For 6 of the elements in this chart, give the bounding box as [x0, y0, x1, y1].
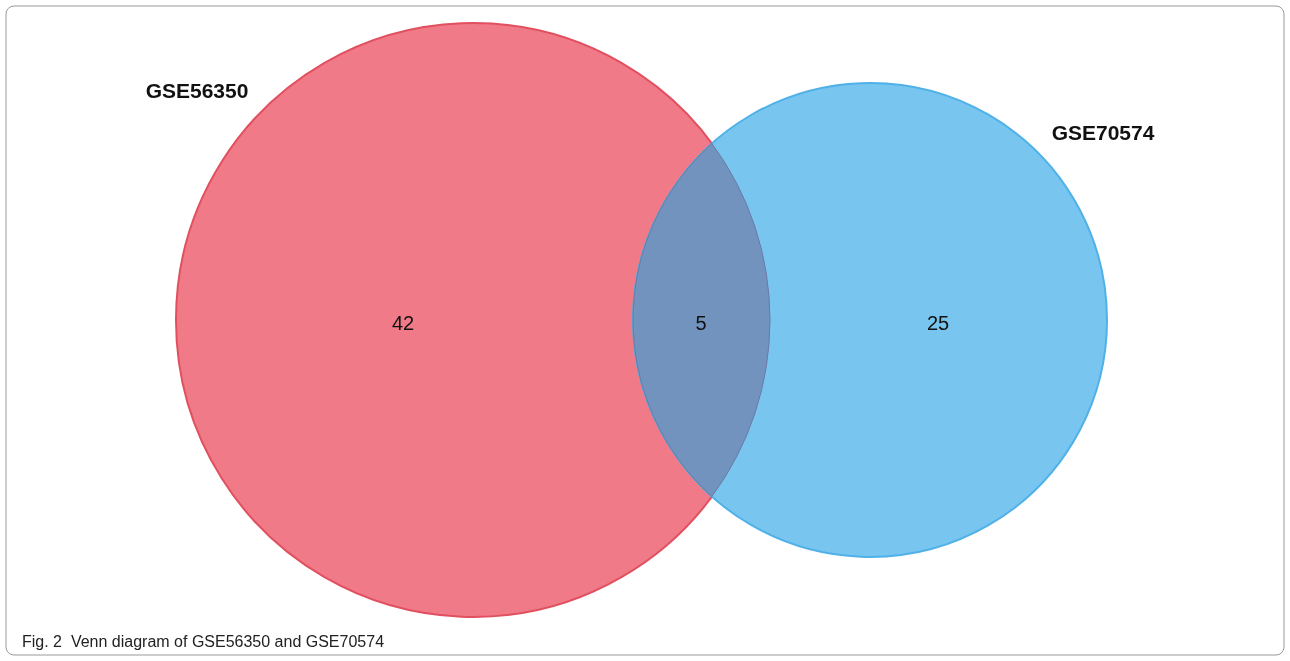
- category-label: GSE70574: [1051, 120, 1155, 144]
- data-label: 25: [926, 312, 950, 334]
- data-label: 5: [695, 312, 707, 334]
- data-label: 42: [391, 312, 415, 334]
- category-label: GSE56350: [145, 78, 249, 102]
- caption: Fig. 2 Venn diagram of GSE56350 and GSE70574: [22, 632, 385, 650]
